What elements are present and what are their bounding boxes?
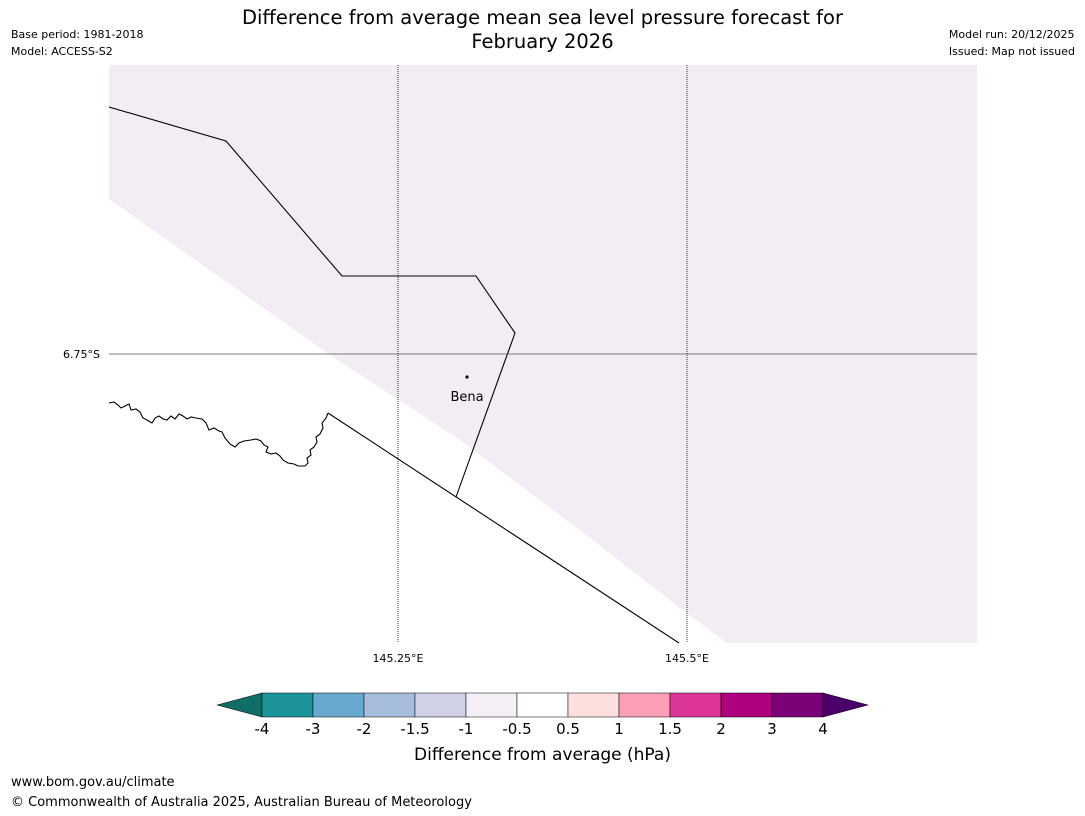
footer-copyright: © Commonwealth of Australia 2025, Austra… (11, 795, 472, 810)
colorbar-tick-label: 2 (716, 720, 726, 738)
colorbar-swatch (465, 692, 518, 718)
colorbar-tick-label: 1 (614, 720, 624, 738)
colorbar-arrow-high (822, 692, 869, 718)
metadata-right: Model run: 20/12/2025 Issued: Map not is… (949, 26, 1075, 60)
longitude-label-2: 145.5°E (665, 652, 709, 665)
latitude-label: 6.75°S (63, 348, 100, 361)
boundary-line-south (327, 412, 680, 644)
colorbar-tick-label: 0.5 (556, 720, 580, 738)
colorbar-swatch (669, 692, 722, 718)
place-marker-bena (465, 375, 469, 379)
map-title: Difference from average mean sea level p… (200, 6, 885, 54)
colorbar-swatch (567, 692, 620, 718)
colorbar-tick-label: -1 (459, 720, 474, 738)
place-label-bena: Bena (450, 390, 483, 405)
colorbar-tick-label: 4 (818, 720, 828, 738)
colorbar-tick-label: -0.5 (502, 720, 531, 738)
issued-status: Issued: Map not issued (948, 45, 1075, 58)
colorbar-tick-label: -1.5 (400, 720, 429, 738)
colorbar-swatch (363, 692, 416, 718)
boundary-line-north (108, 106, 516, 498)
colorbar-swatch (720, 692, 773, 718)
colorbar-tick-label: 3 (767, 720, 777, 738)
colorbar: -4 -3 -2 -1.5 -1 -0.5 0.5 1 1.5 2 3 4 (216, 692, 869, 738)
base-period: Base period: 1981-2018 (11, 28, 144, 41)
coastline (108, 401, 329, 467)
colorbar-title: Difference from average (hPa) (414, 745, 671, 765)
colorbar-swatch (414, 692, 467, 718)
metadata-left: Base period: 1981-2018 Model: ACCESS-S2 (11, 26, 143, 60)
title-line-2: February 2026 (471, 30, 614, 53)
longitude-label-1: 145.25°E (373, 652, 424, 665)
model-name: Model: ACCESS-S2 (11, 45, 113, 58)
colorbar-swatch (516, 692, 569, 718)
footer-url: www.bom.gov.au/climate (11, 775, 175, 790)
colorbar-swatch (771, 692, 824, 718)
colorbar-tick-label: 1.5 (658, 720, 682, 738)
colorbar-arrow-low (216, 692, 263, 718)
colorbar-tick-label: -2 (357, 720, 372, 738)
model-run: Model run: 20/12/2025 (948, 28, 1075, 41)
map-figure: Bena 6.75°S 145.25°E 145.5°E (63, 65, 977, 665)
colorbar-tick-label: -3 (306, 720, 321, 738)
title-line-1: Difference from average mean sea level p… (242, 6, 843, 29)
colorbar-swatch (312, 692, 365, 718)
colorbar-tick-label: -4 (255, 720, 270, 738)
colorbar-swatch (261, 692, 314, 718)
colorbar-swatch (618, 692, 671, 718)
